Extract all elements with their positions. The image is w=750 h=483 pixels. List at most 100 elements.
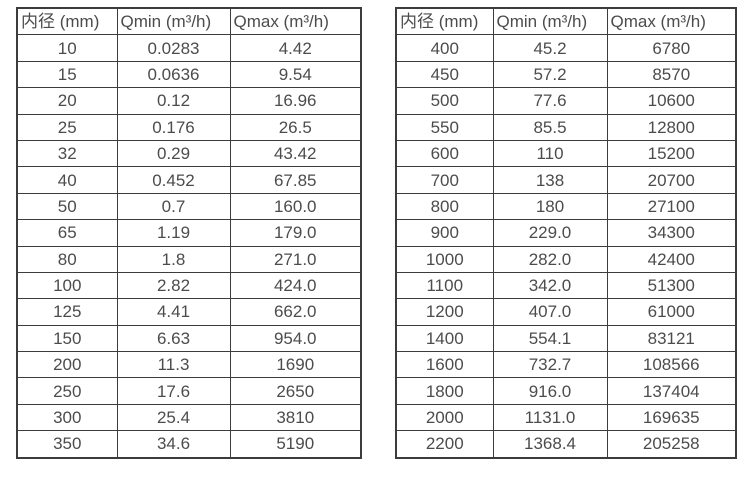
table-cell: 200: [16, 351, 118, 379]
table-row: 1400 554.1 83121: [395, 324, 737, 353]
table-row: 300 25.4 3810: [16, 403, 362, 432]
table-body: 10 0.0283 4.42 15 0.0636 9.54 20 0.12 16.96 25 0.1…: [16, 34, 362, 459]
column-header-inner-diameter: 内径 (mm): [395, 7, 494, 36]
table-cell: 0.7: [116, 192, 231, 221]
table-cell: 800: [395, 192, 494, 221]
table-cell: 5190: [229, 430, 362, 459]
table-row: 100 2.82 424.0: [16, 271, 362, 300]
table-row: 400 45.2 6780: [395, 34, 737, 62]
table-cell: 732.7: [492, 351, 608, 379]
table-cell: 12800: [606, 113, 737, 141]
table-cell: 1000: [395, 245, 494, 273]
column-header-qmin: Qmin (m³/h): [492, 7, 608, 36]
table-row: 500 77.6 10600: [395, 87, 737, 115]
table-cell: 45.2: [492, 34, 608, 62]
table-cell: 137404: [606, 377, 737, 405]
table-row: 65 1.19 179.0: [16, 219, 362, 247]
table-cell: 20: [16, 87, 118, 115]
table-row: 550 85.5 12800: [395, 113, 737, 141]
table-cell: 9.54: [229, 60, 362, 89]
table-row: 80 1.8 271.0: [16, 245, 362, 273]
table-row: 2200 1368.4 205258: [395, 430, 737, 459]
table-cell: 57.2: [492, 60, 608, 89]
table-row: 32 0.29 43.42: [16, 139, 362, 168]
table-cell: 1600: [395, 351, 494, 379]
table-cell: 6780: [606, 34, 737, 62]
table-row: 200 11.3 1690: [16, 351, 362, 379]
table-row: 1800 916.0 137404: [395, 377, 737, 405]
table-cell: 1200: [395, 298, 494, 326]
table-row: 40 0.452 67.85: [16, 166, 362, 194]
table-cell: 1.8: [116, 245, 231, 273]
table-cell: 424.0: [229, 271, 362, 300]
table-cell: 700: [395, 166, 494, 194]
table-cell: 271.0: [229, 245, 362, 273]
table-row: 50 0.7 160.0: [16, 192, 362, 221]
table-cell: 250: [16, 377, 118, 405]
table-cell: 40: [16, 166, 118, 194]
table-cell: 1368.4: [492, 430, 608, 459]
table-row: 700 138 20700: [395, 166, 737, 194]
table-cell: 1800: [395, 377, 494, 405]
table-cell: 25: [16, 113, 118, 141]
table-cell: 100: [16, 271, 118, 300]
table-cell: 4.41: [116, 298, 231, 326]
table-cell: 1690: [229, 351, 362, 379]
column-header-inner-diameter: 内径 (mm): [16, 7, 118, 36]
table-cell: 179.0: [229, 219, 362, 247]
table-cell: 300: [16, 403, 118, 432]
table-cell: 51300: [606, 271, 737, 300]
table-row: 1000 282.0 42400: [395, 245, 737, 273]
table-cell: 342.0: [492, 271, 608, 300]
table-cell: 108566: [606, 351, 737, 379]
table-cell: 65: [16, 219, 118, 247]
table-cell: 0.176: [116, 113, 231, 141]
column-header-qmax: Qmax (m³/h): [229, 7, 362, 36]
table-cell: 0.29: [116, 139, 231, 168]
table-cell: 15200: [606, 139, 737, 168]
table-cell: 0.0283: [116, 34, 231, 62]
table-cell: 77.6: [492, 87, 608, 115]
table-cell: 1.19: [116, 219, 231, 247]
table-cell: 500: [395, 87, 494, 115]
table-row: 900 229.0 34300: [395, 219, 737, 247]
table-cell: 550: [395, 113, 494, 141]
table-body: 400 45.2 6780 450 57.2 8570 500 77.6 10600 550 85.…: [395, 34, 737, 459]
table-cell: 2000: [395, 403, 494, 432]
table-cell: 916.0: [492, 377, 608, 405]
table-row: 20 0.12 16.96: [16, 87, 362, 115]
table-row: 800 180 27100: [395, 192, 737, 221]
table-cell: 0.12: [116, 87, 231, 115]
table-cell: 0.0636: [116, 60, 231, 89]
table-cell: 6.63: [116, 324, 231, 353]
table-cell: 50: [16, 192, 118, 221]
table-header-row: 内径 (mm) Qmin (m³/h) Qmax (m³/h): [16, 7, 362, 36]
table-cell: 34.6: [116, 430, 231, 459]
table-cell: 282.0: [492, 245, 608, 273]
table-cell: 954.0: [229, 324, 362, 353]
table-row: 600 110 15200: [395, 139, 737, 168]
table-cell: 110: [492, 139, 608, 168]
table-cell: 407.0: [492, 298, 608, 326]
table-cell: 205258: [606, 430, 737, 459]
table-cell: 2650: [229, 377, 362, 405]
table-cell: 2200: [395, 430, 494, 459]
table-cell: 8570: [606, 60, 737, 89]
table-cell: 34300: [606, 219, 737, 247]
table-cell: 662.0: [229, 298, 362, 326]
column-header-qmin: Qmin (m³/h): [116, 7, 231, 36]
table-row: 25 0.176 26.5: [16, 113, 362, 141]
table-cell: 85.5: [492, 113, 608, 141]
column-header-qmax: Qmax (m³/h): [606, 7, 737, 36]
table-cell: 26.5: [229, 113, 362, 141]
table-cell: 15: [16, 60, 118, 89]
table-cell: 27100: [606, 192, 737, 221]
table-cell: 350: [16, 430, 118, 459]
table-row: 10 0.0283 4.42: [16, 34, 362, 62]
table-row: 125 4.41 662.0: [16, 298, 362, 326]
table-cell: 80: [16, 245, 118, 273]
table-row: 15 0.0636 9.54: [16, 60, 362, 89]
table-cell: 3810: [229, 403, 362, 432]
table-cell: 1100: [395, 271, 494, 300]
